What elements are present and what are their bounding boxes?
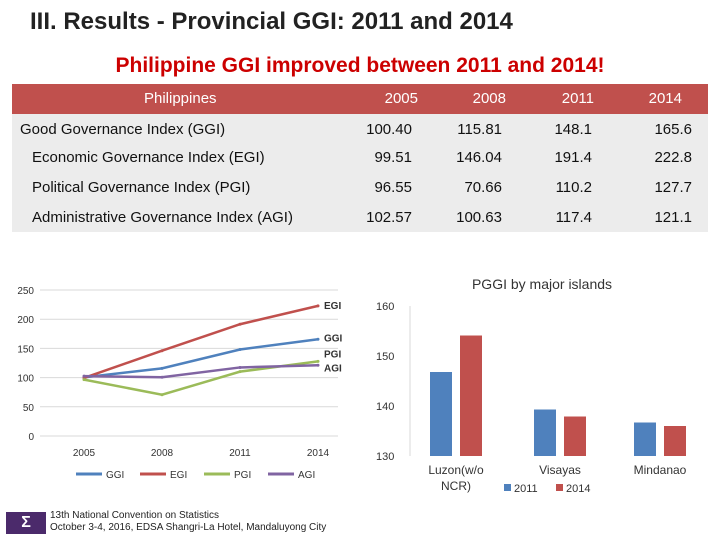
year-header-2014: 2014 [648, 90, 682, 107]
legend-label: 2014 [566, 483, 590, 495]
y-tick-label: 150 [376, 351, 394, 363]
slide-title: III. Results - Provincial GGI: 2011 and … [30, 8, 513, 35]
series-end-label: PGI [324, 349, 341, 360]
legend-label: PGI [234, 470, 251, 481]
bar-2014-2 [664, 426, 686, 456]
data-point-ggi [238, 348, 242, 352]
row-label-pgi: Political Governance Index (PGI) [32, 179, 251, 196]
table-cell: 100.63 [456, 209, 502, 226]
y-tick-label: 100 [17, 374, 34, 385]
line-chart: 0 50 100 150 200 250 2005 2008 2011 2014 GGI EGI PGI… [17, 286, 343, 481]
row-label-agi: Administrative Governance Index (AGI) [32, 209, 293, 226]
legend-label: AGI [298, 470, 315, 481]
table-header-row: Philippines 2005 2008 2011 2014 [12, 84, 708, 114]
bar-2011-1 [534, 409, 556, 456]
table-cell: 96.55 [374, 179, 412, 196]
table-cell: 165.6 [654, 121, 692, 138]
data-point-agi [82, 374, 86, 378]
ggi-table: Philippines 2005 2008 2011 2014 Good Gov… [12, 84, 708, 232]
legend-label: GGI [106, 470, 124, 481]
category-label: Mindanao [634, 463, 687, 477]
table-cell: 100.40 [366, 121, 412, 138]
year-header-2008: 2008 [472, 90, 506, 107]
series-line-agi [83, 364, 319, 379]
category-label: NCR) [441, 479, 471, 493]
legend-label: 2011 [514, 483, 538, 495]
data-point-pgi [238, 370, 242, 374]
bar-2011-2 [634, 422, 656, 456]
x-tick-label: 2014 [307, 448, 330, 459]
y-tick-label: 0 [28, 432, 34, 443]
x-tick-label: 2005 [73, 448, 96, 459]
row-label-ggi: Good Governance Index (GGI) [20, 121, 226, 138]
convention-logo: Σ [6, 512, 46, 534]
data-point-agi [160, 375, 164, 379]
bar-2014-0 [460, 335, 482, 456]
table-cell: 102.57 [366, 209, 412, 226]
bar-chart-title: PGGI by major islands [472, 276, 612, 292]
footer-line-1: 13th National Convention on Statistics [50, 510, 219, 521]
table-cell: 110.2 [555, 179, 592, 196]
data-point-egi [238, 322, 242, 326]
y-tick-label: 140 [376, 401, 394, 413]
footer-line-2: October 3-4, 2016, EDSA Shangri-La Hotel… [50, 522, 327, 533]
table-cell: 127.7 [654, 179, 692, 196]
table-row: Good Governance Index (GGI) 100.40 115.8… [12, 114, 708, 142]
row-label-egi: Economic Governance Index (EGI) [32, 149, 265, 166]
data-point-egi [160, 349, 164, 353]
bar-2011-0 [430, 372, 452, 456]
slide-subtitle: Philippine GGI improved between 2011 and… [115, 54, 605, 77]
table-cell: 115.81 [457, 121, 502, 138]
y-tick-label: 200 [17, 315, 34, 326]
table-cell: 191.4 [554, 149, 592, 166]
footer-text: 13th National Convention on Statistics O… [50, 510, 326, 534]
data-point-pgi [82, 378, 86, 382]
x-tick-label: 2011 [229, 448, 251, 459]
y-tick-label: 160 [376, 301, 394, 313]
data-point-agi [316, 363, 320, 367]
data-point-pgi [316, 359, 320, 363]
data-point-ggi [160, 366, 164, 370]
series-end-label: EGI [324, 301, 341, 312]
table-row: Administrative Governance Index (AGI) 10… [12, 202, 708, 232]
data-point-egi [316, 304, 320, 308]
series-end-label: AGI [324, 363, 342, 374]
bar-chart: PGGI by major islands 130 140 150 160 Luzon(w… [376, 276, 687, 495]
table-row: Political Governance Index (PGI) 96.55 7… [12, 172, 708, 202]
bar-2014-1 [564, 416, 586, 456]
table-cell: 117.4 [555, 209, 592, 226]
legend-swatch [556, 484, 563, 491]
series-end-label: GGI [324, 333, 343, 344]
y-tick-label: 50 [23, 403, 35, 414]
table-cell: 146.04 [456, 149, 502, 166]
series-line-ggi [83, 338, 319, 379]
data-point-pgi [160, 393, 164, 397]
category-label: Luzon(w/o [428, 463, 484, 477]
category-label: Visayas [539, 463, 581, 477]
table-cell: 70.66 [464, 179, 502, 196]
table-cell: 121.1 [654, 209, 692, 226]
y-tick-label: 250 [17, 286, 34, 297]
table-cell: 148.1 [554, 121, 592, 138]
data-point-agi [238, 365, 242, 369]
legend-swatch [504, 484, 511, 491]
x-tick-label: 2008 [151, 448, 174, 459]
table-row: Economic Governance Index (EGI) 99.51 14… [12, 142, 708, 172]
table-cell: 222.8 [654, 149, 692, 166]
table-cell: 99.51 [374, 149, 412, 166]
year-header-2005: 2005 [384, 90, 418, 107]
year-header-2011: 2011 [561, 90, 594, 107]
data-point-ggi [316, 337, 320, 341]
legend-label: EGI [170, 470, 187, 481]
y-tick-label: 130 [376, 451, 394, 463]
table-corner-label: Philippines [144, 90, 217, 107]
series-line-egi [83, 304, 319, 380]
y-tick-label: 150 [17, 344, 34, 355]
